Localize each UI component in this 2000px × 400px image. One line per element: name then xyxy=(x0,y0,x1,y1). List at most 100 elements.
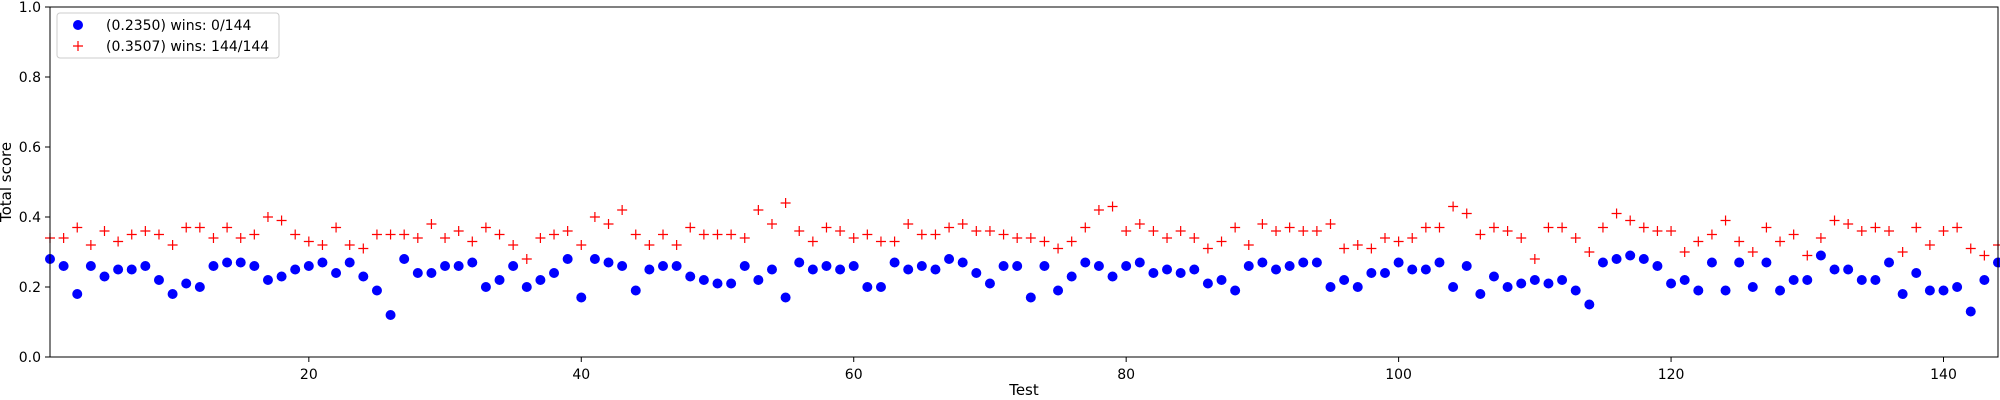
data-point-plus xyxy=(1597,222,1608,233)
data-point-plus xyxy=(903,219,914,229)
data-point-circle xyxy=(371,285,382,296)
data-point-circle xyxy=(889,257,900,268)
data-point-plus xyxy=(426,219,437,229)
data-point-circle xyxy=(617,261,628,271)
data-point-circle xyxy=(766,264,777,275)
data-point-circle xyxy=(1434,257,1445,268)
data-point-circle xyxy=(794,257,805,268)
data-point-circle xyxy=(1570,285,1581,296)
series-2 xyxy=(45,198,2000,264)
data-point-plus xyxy=(1652,226,1663,236)
data-point-plus xyxy=(1775,236,1786,247)
data-point-plus xyxy=(1352,240,1363,250)
data-point-circle xyxy=(984,278,995,289)
legend-box xyxy=(56,12,280,59)
data-point-plus xyxy=(1502,226,1513,236)
data-point-plus xyxy=(494,229,505,240)
data-point-plus xyxy=(1175,226,1186,236)
data-point-plus xyxy=(181,222,192,233)
data-point-circle xyxy=(440,261,451,271)
legend-marker-circle xyxy=(73,20,83,30)
data-point-circle xyxy=(971,268,982,278)
data-point-circle xyxy=(603,257,614,268)
data-point-circle xyxy=(1829,264,1840,275)
data-point-circle xyxy=(671,261,682,271)
data-point-circle xyxy=(644,264,655,275)
data-point-plus xyxy=(862,229,873,240)
data-point-plus xyxy=(1938,226,1949,236)
data-point-circle xyxy=(331,268,342,278)
data-point-plus xyxy=(1761,222,1772,233)
x-tick-label: 40 xyxy=(572,367,590,383)
data-point-plus xyxy=(385,229,396,240)
data-point-plus xyxy=(453,226,464,236)
data-point-circle xyxy=(739,261,750,271)
data-point-circle xyxy=(1039,261,1050,271)
data-point-plus xyxy=(753,205,764,215)
data-point-circle xyxy=(835,264,846,275)
data-point-circle xyxy=(1693,285,1704,296)
data-point-plus xyxy=(576,240,587,250)
data-point-plus xyxy=(1720,215,1731,226)
data-point-plus xyxy=(1134,219,1145,229)
data-point-plus xyxy=(208,233,219,243)
data-point-plus xyxy=(549,229,560,240)
data-point-circle xyxy=(399,254,410,264)
x-tick-label: 140 xyxy=(1930,367,1957,383)
data-point-circle xyxy=(1843,264,1854,275)
data-point-plus xyxy=(630,229,641,240)
data-point-circle xyxy=(1284,261,1295,271)
data-point-circle xyxy=(181,278,192,289)
data-point-circle xyxy=(1516,278,1527,289)
data-point-plus xyxy=(971,226,982,236)
data-point-circle xyxy=(1965,306,1976,317)
data-point-circle xyxy=(1107,271,1118,282)
data-point-plus xyxy=(739,233,750,243)
data-point-plus xyxy=(1924,240,1935,250)
data-point-plus xyxy=(194,222,205,233)
data-point-plus xyxy=(1202,243,1213,254)
data-point-plus xyxy=(290,229,301,240)
x-axis-label: Test xyxy=(1008,381,1039,399)
legend-entry: (0.3507) wins: 144/144 xyxy=(73,39,269,55)
data-point-plus xyxy=(1066,236,1077,247)
data-point-plus xyxy=(1516,233,1527,243)
data-point-circle xyxy=(916,261,927,271)
data-point-plus xyxy=(780,198,791,208)
data-point-circle xyxy=(1856,275,1867,285)
data-point-circle xyxy=(658,261,669,271)
data-point-plus xyxy=(1039,236,1050,247)
data-point-circle xyxy=(1870,275,1881,285)
y-tick-label: 0.8 xyxy=(19,70,41,86)
data-point-circle xyxy=(562,254,573,264)
data-point-circle xyxy=(1706,257,1717,268)
data-point-plus xyxy=(1162,233,1173,243)
data-point-plus xyxy=(99,226,110,236)
data-point-circle xyxy=(944,254,955,264)
data-point-plus xyxy=(113,236,124,247)
data-point-plus xyxy=(685,222,696,233)
data-point-circle xyxy=(1012,261,1023,271)
data-point-circle xyxy=(726,278,737,289)
data-point-plus xyxy=(535,233,546,243)
data-point-plus xyxy=(644,240,655,250)
y-tick-label: 0.6 xyxy=(19,140,41,156)
data-point-plus xyxy=(1080,222,1091,233)
data-point-plus xyxy=(712,229,723,240)
data-point-plus xyxy=(848,233,859,243)
data-point-circle xyxy=(385,310,396,320)
data-point-plus xyxy=(1543,222,1554,233)
data-point-plus xyxy=(153,229,164,240)
data-point-plus xyxy=(1815,233,1826,243)
data-point-plus xyxy=(235,233,246,243)
data-point-circle xyxy=(480,282,491,292)
data-point-circle xyxy=(99,271,110,282)
data-point-plus xyxy=(1461,208,1472,219)
data-point-circle xyxy=(862,282,873,292)
data-point-plus xyxy=(358,243,369,254)
data-point-circle xyxy=(1121,261,1132,271)
data-point-plus xyxy=(1870,222,1881,233)
data-point-circle xyxy=(1529,275,1540,285)
x-tick-label: 80 xyxy=(1117,367,1135,383)
data-point-plus xyxy=(766,219,777,229)
